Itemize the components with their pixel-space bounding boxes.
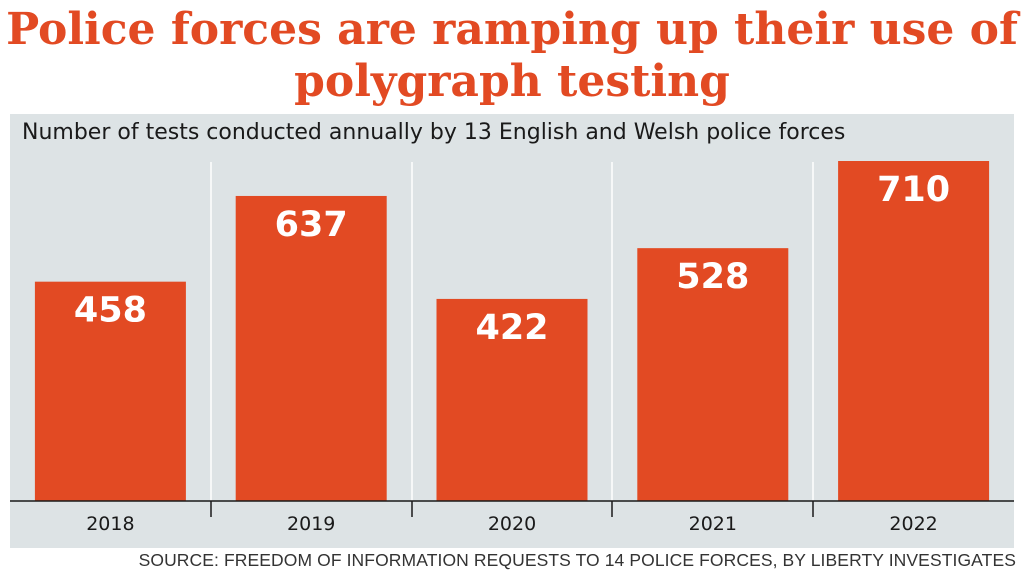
bar-chart: 458 2018 637 2019 422 2020 528 2021 710 2022	[10, 161, 1014, 535]
x-tick-label-2021: 2021	[689, 513, 737, 535]
data-label-2019: 637	[275, 205, 348, 245]
data-label-2018: 458	[74, 291, 147, 331]
source-note: SOURCE: FREEDOM OF INFORMATION REQUESTS …	[138, 550, 1016, 570]
x-tick-label-2020: 2020	[488, 513, 536, 535]
bar-2019	[235, 195, 387, 501]
bar-2021	[637, 248, 789, 501]
bar-2018	[34, 281, 186, 501]
x-tick-label-2022: 2022	[889, 513, 937, 535]
data-label-2022: 710	[877, 170, 950, 210]
bar-2020	[436, 298, 588, 501]
data-label-2020: 422	[475, 308, 548, 348]
chart-title: Police forces are ramping up their use o…	[6, 4, 1018, 107]
chart-subtitle: Number of tests conducted annually by 13…	[22, 120, 846, 145]
chart-panel: Number of tests conducted annually by 13…	[10, 114, 1014, 548]
data-label-2021: 528	[676, 257, 749, 297]
x-tick-label-2018: 2018	[86, 513, 134, 535]
x-tick-label-2019: 2019	[287, 513, 335, 535]
bar-2022	[838, 161, 990, 501]
